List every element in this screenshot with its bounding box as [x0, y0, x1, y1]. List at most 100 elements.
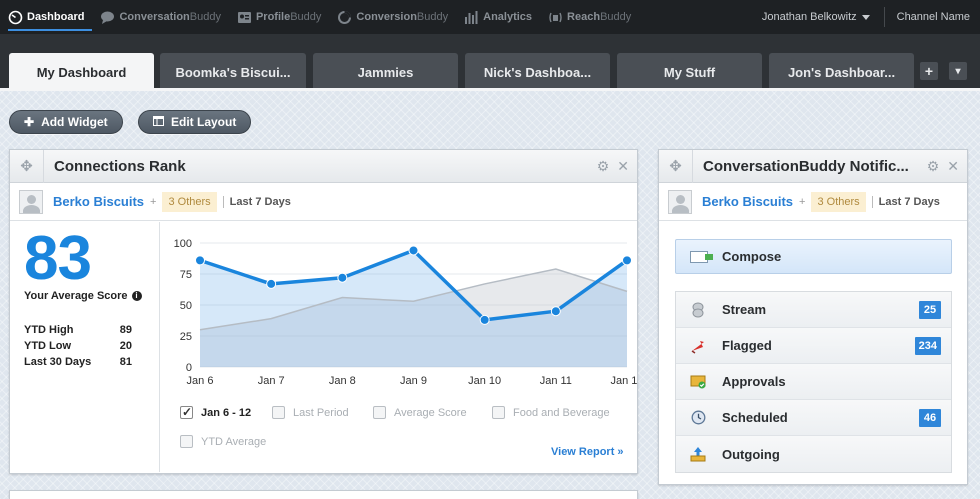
others-badge[interactable]: 3 Others: [811, 191, 866, 212]
close-icon[interactable]: ✕: [947, 158, 959, 174]
nav-reachbuddy-label: Reach: [567, 11, 601, 23]
notif-stream[interactable]: Stream 25: [676, 292, 951, 328]
gear-icon[interactable]: ⚙: [926, 158, 940, 174]
chevron-down-icon: [861, 14, 870, 20]
series-area: [200, 250, 627, 367]
gear-icon[interactable]: ⚙: [596, 158, 610, 174]
y-tick-label: 0: [186, 362, 192, 374]
legend-label: Average Score: [394, 406, 467, 419]
x-tick-label: Jan 10: [468, 375, 501, 387]
nav-profilebuddy[interactable]: Profile Buddy: [229, 0, 329, 34]
x-tick-label: Jan 7: [258, 375, 285, 387]
nav-conversionbuddy-label: Conversion: [356, 11, 417, 23]
notif-label: Stream: [722, 302, 767, 317]
legend-jan-6-12[interactable]: Jan 6 - 12: [180, 405, 251, 419]
checkbox[interactable]: [373, 406, 386, 419]
add-widget-button[interactable]: ✚ Add Widget: [9, 110, 123, 134]
tab-my-dashboard[interactable]: My Dashboard: [9, 53, 154, 91]
compose-label: Compose: [722, 249, 782, 264]
tab-jammies[interactable]: Jammies: [313, 53, 458, 91]
legend-label: Last Period: [293, 406, 349, 419]
nav-profilebuddy-suffix: Buddy: [290, 11, 322, 23]
close-icon[interactable]: ✕: [617, 158, 629, 174]
period-label[interactable]: Last 7 Days: [222, 195, 291, 208]
legend-label: YTD Average: [201, 435, 267, 448]
channel-name[interactable]: Channel Name: [883, 7, 980, 27]
dashboard-tabbar: My Dashboard Boomka's Biscui... Jammies …: [0, 34, 980, 91]
move-icon[interactable]: ✥: [659, 149, 693, 183]
add-tab-button[interactable]: +: [920, 62, 938, 80]
nav-profilebuddy-label: Profile: [255, 11, 291, 23]
profile-card-icon: [237, 10, 252, 25]
notif-label: Scheduled: [722, 410, 788, 425]
nav-dashboard-label: Dashboard: [27, 11, 85, 23]
notif-approvals[interactable]: Approvals: [676, 364, 951, 400]
legend-average-score[interactable]: Average Score: [373, 406, 467, 419]
series-line-comparison: [199, 268, 628, 331]
checkbox-checked[interactable]: [180, 405, 193, 419]
compose-button[interactable]: Compose: [675, 239, 952, 274]
tab-my-stuff[interactable]: My Stuff: [617, 53, 762, 91]
view-report-link[interactable]: View Report »: [551, 446, 624, 458]
next-widget-partial: [9, 490, 638, 499]
stat-value: 89: [119, 324, 132, 336]
chevron-down-icon: ▾: [955, 65, 961, 77]
score-label-text: Your Average Score: [24, 290, 128, 302]
user-menu[interactable]: Jonathan Belkowitz: [748, 11, 884, 23]
y-tick-label: 25: [180, 331, 192, 343]
nav-analytics[interactable]: Analytics: [456, 0, 540, 34]
chat-bubble-icon: [100, 10, 115, 25]
nav-reachbuddy[interactable]: Reach Buddy: [540, 0, 639, 34]
tab-nicks-dashboard[interactable]: Nick's Dashboa...: [465, 53, 610, 91]
top-navigation: Dashboard Conversation Buddy Profile Buddy…: [0, 0, 980, 34]
conversion-icon: [337, 10, 352, 25]
tab-boomkas-biscuits[interactable]: Boomka's Biscui...: [160, 53, 306, 91]
stat-value: 81: [119, 356, 132, 368]
stat-ytd-high: YTD High 89: [24, 324, 132, 336]
flag-icon: [690, 338, 706, 354]
more-tabs-button[interactable]: ▾: [949, 62, 967, 80]
broadcast-icon: [548, 10, 563, 25]
checkbox[interactable]: [272, 406, 285, 419]
account-link[interactable]: Berko Biscuits: [702, 194, 794, 209]
period-label[interactable]: Last 7 Days: [871, 195, 940, 208]
widget-tools: ⚙ ✕: [597, 150, 629, 183]
compose-icon: [690, 250, 713, 263]
notif-flagged[interactable]: Flagged 234: [676, 328, 951, 364]
clock-icon: [690, 410, 706, 426]
move-icon[interactable]: ✥: [10, 149, 44, 183]
plus-icon: +: [150, 195, 157, 208]
notif-label: Approvals: [722, 374, 786, 389]
x-tick-label: Jan 8: [329, 375, 356, 387]
widget-filter-bar: Berko Biscuits + 3 Others Last 7 Days: [659, 183, 967, 221]
data-point: [266, 278, 277, 289]
stat-last-30-days: Last 30 Days 81: [24, 356, 132, 368]
nav-conversionbuddy-suffix: Buddy: [416, 11, 449, 23]
legend-last-period[interactable]: Last Period: [272, 406, 349, 419]
x-tick-label: Jan 11: [540, 375, 572, 387]
average-score: 83: [24, 224, 92, 293]
widget-filter-bar: Berko Biscuits + 3 Others Last 7 Days: [10, 183, 637, 221]
x-tick-label: Jan 9: [400, 375, 427, 387]
edit-layout-label: Edit Layout: [171, 115, 237, 129]
y-tick-label: 75: [180, 269, 192, 281]
nav-conversationbuddy[interactable]: Conversation Buddy: [92, 0, 229, 34]
tabstrip-divider: [0, 88, 980, 91]
x-tick-label: Jan 12: [610, 375, 637, 387]
plus-icon: +: [924, 63, 934, 79]
account-link[interactable]: Berko Biscuits: [53, 194, 145, 209]
others-badge[interactable]: 3 Others: [162, 191, 217, 212]
info-icon[interactable]: i: [131, 291, 142, 301]
checkbox[interactable]: [492, 406, 505, 419]
nav-conversionbuddy[interactable]: Conversion Buddy: [329, 0, 456, 34]
edit-layout-button[interactable]: Edit Layout: [138, 110, 252, 134]
notif-scheduled[interactable]: Scheduled 46: [676, 400, 951, 436]
checkbox[interactable]: [180, 435, 193, 448]
nav-dashboard[interactable]: Dashboard: [0, 0, 93, 34]
tab-jons-dashboard[interactable]: Jon's Dashboar...: [769, 53, 914, 91]
count-badge: 25: [919, 301, 941, 319]
notif-outgoing[interactable]: Outgoing: [676, 436, 951, 472]
legend-ytd-average[interactable]: YTD Average: [180, 435, 266, 448]
legend-food-and-beverage[interactable]: Food and Beverage: [492, 406, 610, 419]
widget-header: ✥ ConversationBuddy Notific... ⚙ ✕: [659, 149, 967, 183]
